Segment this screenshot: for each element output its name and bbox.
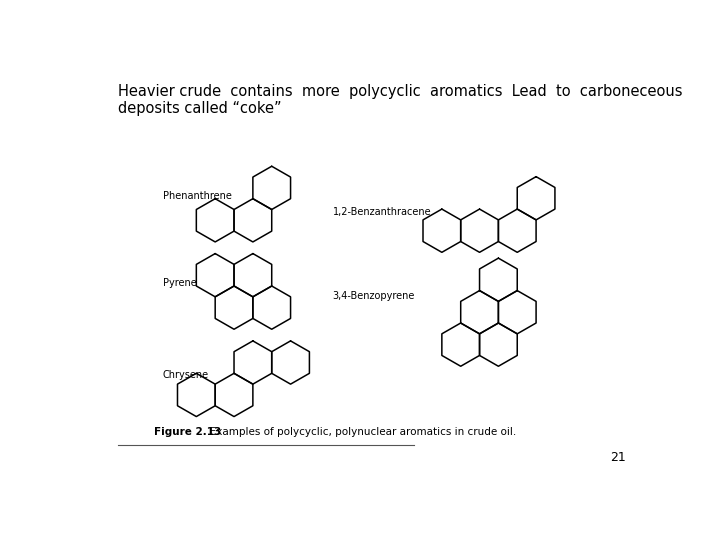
Text: Figure 2.13: Figure 2.13: [154, 427, 222, 436]
Text: 3,4-Benzopyrene: 3,4-Benzopyrene: [333, 291, 415, 301]
Text: Heavier crude  contains  more  polycyclic  aromatics  Lead  to  carboneceous
dep: Heavier crude contains more polycyclic a…: [118, 84, 683, 116]
Text: Examples of polycyclic, polynuclear aromatics in crude oil.: Examples of polycyclic, polynuclear arom…: [200, 427, 517, 436]
Text: 1,2-Benzanthracene: 1,2-Benzanthracene: [333, 207, 431, 218]
Text: 21: 21: [610, 451, 626, 464]
Text: Phenanthrene: Phenanthrene: [163, 191, 231, 201]
Text: Pyrene: Pyrene: [163, 278, 197, 288]
Text: Chrysene: Chrysene: [163, 369, 209, 380]
